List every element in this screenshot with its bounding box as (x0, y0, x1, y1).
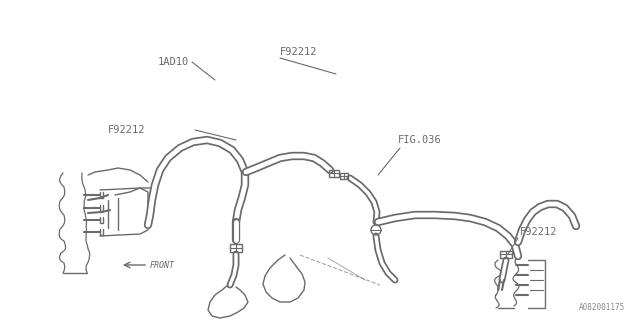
Text: A082001175: A082001175 (579, 303, 625, 312)
Text: F92212: F92212 (280, 47, 317, 57)
Bar (500, 251, 512, 258)
Text: F92212: F92212 (108, 125, 145, 135)
Text: FIG.036: FIG.036 (398, 135, 442, 145)
Bar (230, 244, 242, 252)
Text: 1AD10: 1AD10 (158, 57, 189, 67)
Text: F92212: F92212 (520, 227, 557, 237)
Bar (329, 170, 339, 177)
Bar (340, 173, 348, 179)
Text: FRONT: FRONT (150, 260, 175, 269)
